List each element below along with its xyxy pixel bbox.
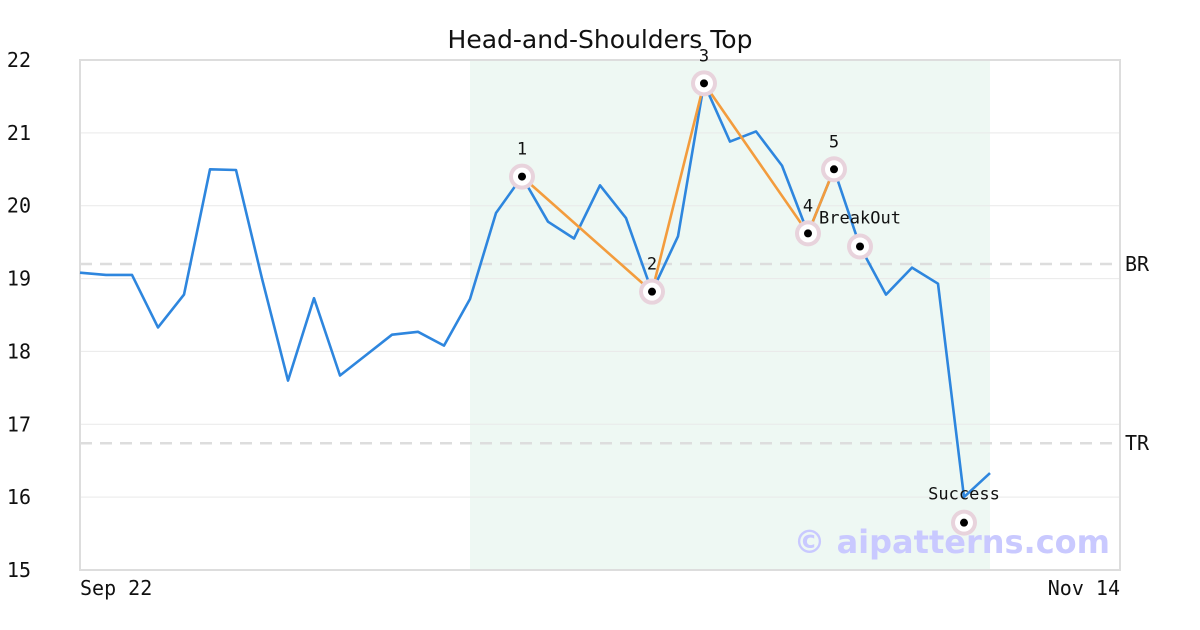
watermark: © aipatterns.com <box>793 523 1110 561</box>
event-label-success: Success <box>928 485 1000 505</box>
pattern-point-label: 3 <box>699 46 709 66</box>
pattern-point-2-dot <box>648 287 656 296</box>
highlight-band-layer <box>470 60 990 570</box>
price-line <box>79 82 991 499</box>
y-tick-label: 16 <box>7 485 31 509</box>
pattern-point-4-dot <box>804 229 812 238</box>
x-tick-label: Nov 14 <box>1048 576 1120 600</box>
pattern-point-5-dot <box>830 165 838 174</box>
y-tick-label: 20 <box>7 194 31 218</box>
event-label-breakout: BreakOut <box>819 209 901 229</box>
y-tick-label: 21 <box>7 121 31 145</box>
reference-label-br: BR <box>1125 252 1150 276</box>
y-tick-label: 17 <box>7 412 31 436</box>
y-tick-label: 19 <box>7 267 31 291</box>
pattern-point-label: 1 <box>517 140 527 160</box>
chart-title: Head-and-Shoulders Top <box>448 25 753 54</box>
markers-layer <box>509 70 977 536</box>
event-point-breakout-dot <box>856 242 864 251</box>
reference-label-tr: TR <box>1125 431 1150 455</box>
pattern-highlight-band <box>470 60 990 570</box>
pattern-point-label: 2 <box>647 255 657 275</box>
x-tick-label: Sep 22 <box>80 576 152 600</box>
pattern-point-label: 4 <box>803 196 813 216</box>
event-point-success-dot <box>960 518 968 527</box>
pattern-point-3-dot <box>700 79 708 88</box>
y-tick-label: 15 <box>7 558 31 582</box>
y-axis-ticks: 15 16 17 18 19 20 21 22 <box>7 48 31 582</box>
pattern-point-1-dot <box>518 172 526 181</box>
point-labels-layer: 1 2 3 4 5 BreakOut Success <box>517 46 1000 504</box>
plot-frame <box>79 59 1121 571</box>
y-tick-label: 18 <box>7 339 31 363</box>
price-series-layer <box>79 82 991 499</box>
reference-lines-layer: BR TR <box>80 252 1150 455</box>
y-tick-label: 22 <box>7 48 31 72</box>
plot-frame-layer <box>79 59 1121 571</box>
gridlines-layer <box>80 132 1120 498</box>
x-axis-ticks: Sep 22 Nov 14 <box>80 576 1120 600</box>
pattern-point-label: 5 <box>829 132 839 152</box>
